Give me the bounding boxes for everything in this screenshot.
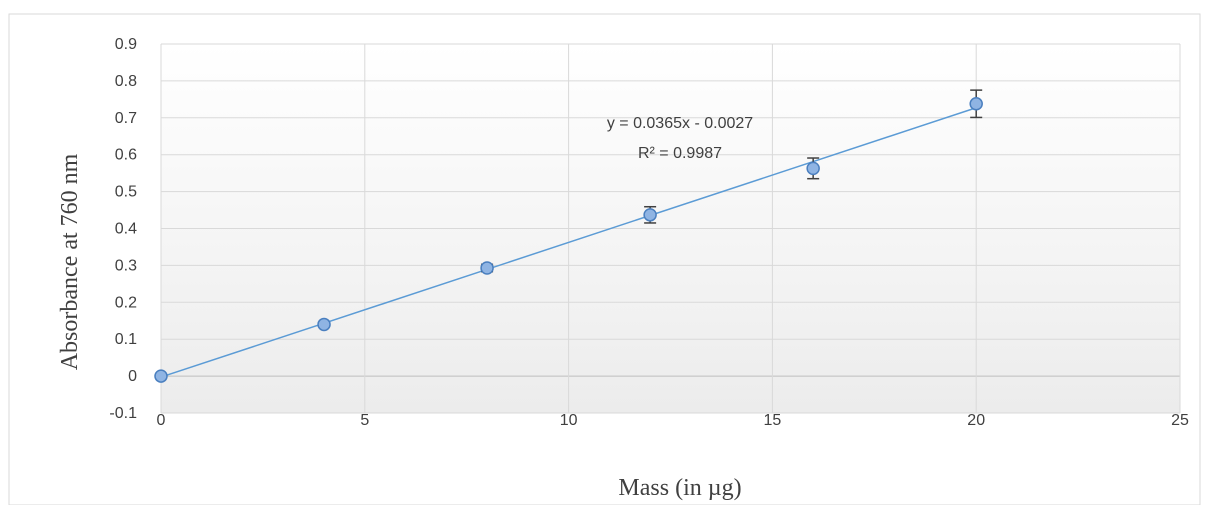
y-axis-title: Absorbance at 760 nm [57, 153, 83, 370]
x-tick-label: 5 [360, 412, 369, 429]
x-tick-label: 15 [764, 412, 782, 429]
x-tick-label: 10 [560, 412, 578, 429]
y-tick-label: 0.9 [115, 36, 137, 53]
y-tick-label: 0.5 [115, 184, 137, 201]
x-tick-label: 25 [1171, 412, 1189, 429]
y-tick-label: 0.8 [115, 73, 137, 90]
y-tick-label: 0.3 [115, 257, 137, 274]
trendline [160, 107, 977, 378]
y-tick-label: -0.1 [109, 405, 137, 422]
y-tick-label: 0.7 [115, 110, 137, 127]
x-tick-label: 20 [967, 412, 985, 429]
grid-lines [160, 43, 1181, 414]
trendline-equation: y = 0.0365x - 0.0027 [607, 115, 753, 132]
trendline-r-squared: R² = 0.9987 [638, 145, 722, 162]
tick-labels: -0.1 0 0.1 0.2 0.3 0.4 0.5 0.6 0.7 0.8 0.9 0 5 10 15 20… [109, 36, 1189, 429]
trendline-layer [160, 107, 977, 378]
y-tick-label: 0 [128, 368, 137, 385]
data-point [154, 369, 168, 383]
x-axis-title: Mass (in µg) [618, 475, 741, 501]
data-point [969, 97, 983, 111]
y-tick-label: 0.2 [115, 294, 137, 311]
y-tick-label: 0.1 [115, 331, 137, 348]
data-point [317, 317, 331, 332]
y-tick-label: 0.4 [115, 221, 137, 238]
y-tick-label: 0.6 [115, 147, 137, 164]
data-point [480, 261, 494, 275]
x-tick-label: 0 [157, 412, 166, 429]
data-point [643, 208, 657, 222]
data-point [806, 161, 820, 176]
data-points [154, 97, 983, 383]
